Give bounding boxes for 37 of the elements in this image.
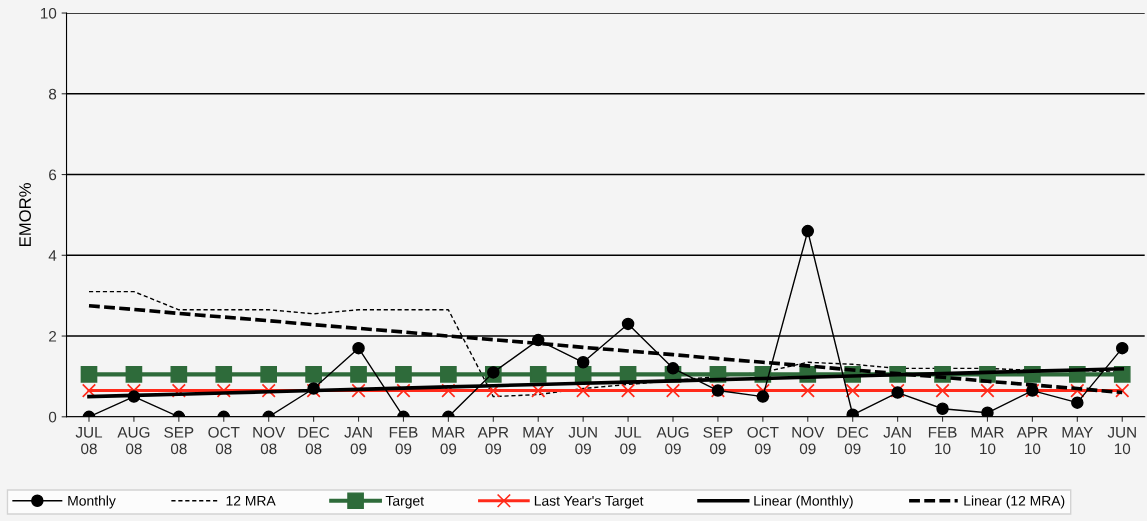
y-tick-label: 4 — [48, 250, 57, 261]
x-tick-label: DEC 08 — [298, 426, 330, 455]
legend-label: Linear (12 MRA) — [964, 495, 1065, 509]
y-tick-label: 0 — [48, 411, 57, 423]
x-tick-label: NOV 09 — [792, 426, 825, 455]
x-tick-label: OCT 08 — [208, 426, 240, 455]
x-tick-label: NOV 08 — [253, 426, 286, 455]
y-tick-label: 10 — [40, 7, 57, 19]
x-tick-label: FEB 10 — [928, 427, 957, 455]
x-tick-label: AUG 09 — [656, 426, 689, 455]
x-tick-label: MAY 10 — [1062, 427, 1093, 455]
x-tick-label: OCT 09 — [747, 426, 779, 455]
x-tick-label: SEP 09 — [703, 426, 733, 455]
x-tick-label: AUG 08 — [117, 426, 150, 455]
legend-label: Last Year's Target — [534, 496, 644, 509]
x-tick-label: JUN 10 — [1107, 427, 1136, 455]
legend-label: 12 MRA — [226, 495, 276, 506]
y-tick-label: 6 — [49, 169, 57, 181]
y-tick-label: 8 — [48, 88, 57, 100]
y-tick-label: 2 — [49, 330, 57, 342]
legend-label: Target — [385, 496, 424, 509]
x-tick-label: JUL 09 — [614, 427, 642, 455]
x-tick-label: SEP 08 — [164, 426, 194, 455]
x-tick-label: MAR 09 — [432, 427, 465, 455]
x-tick-label: APR 09 — [477, 427, 509, 455]
y-axis-title: EMOR% — [19, 183, 31, 246]
x-tick-label: MAY 09 — [523, 427, 554, 455]
x-tick-label: JAN 10 — [883, 427, 911, 455]
x-tick-label: JUL 08 — [75, 427, 103, 455]
legend-label: Linear (Monthly) — [754, 495, 853, 509]
legend-label: Monthly — [68, 495, 116, 509]
x-tick-label: FEB 09 — [389, 427, 418, 455]
x-tick-label: MAR 10 — [971, 427, 1004, 455]
x-tick-label: JAN 09 — [344, 427, 372, 455]
x-tick-label: APR 10 — [1016, 427, 1048, 455]
x-tick-label: JUN 09 — [568, 427, 597, 455]
x-tick-label: DEC 09 — [837, 426, 869, 455]
